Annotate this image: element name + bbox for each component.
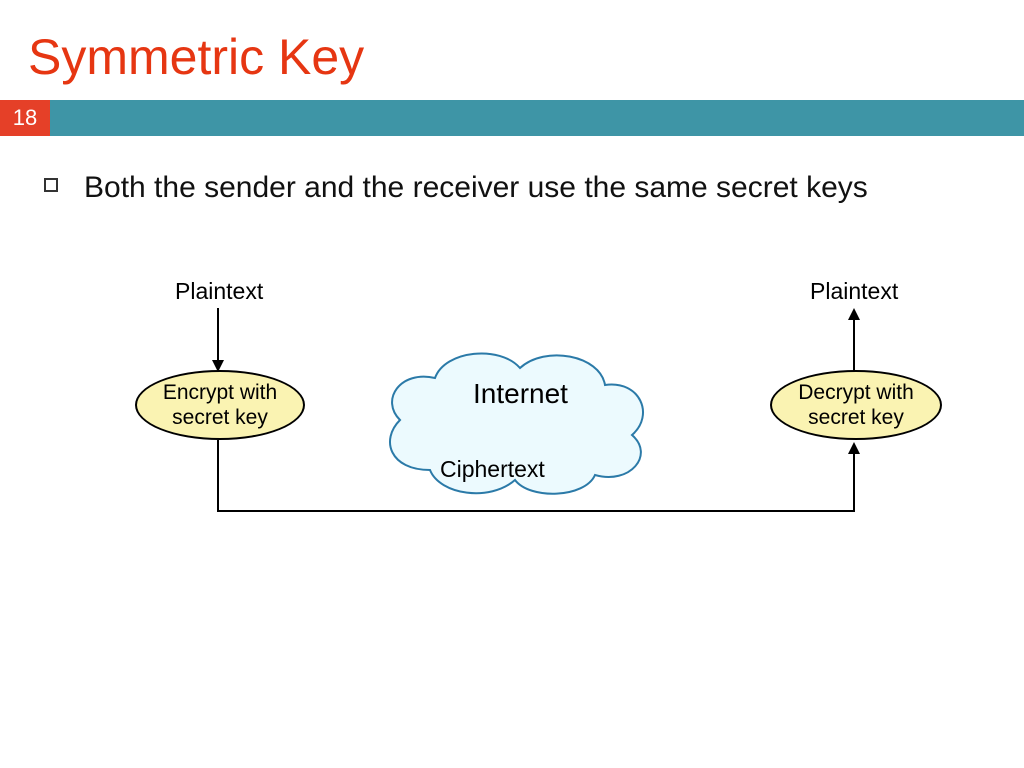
arrow-plaintext-to-encrypt — [217, 308, 219, 362]
arrow-decrypt-to-plaintext — [853, 318, 855, 372]
bullet-text: Both the sender and the receiver use the… — [84, 168, 868, 209]
encrypt-line1: Encrypt with — [163, 381, 277, 404]
path-horizontal — [217, 510, 855, 512]
decrypt-node-text: Decrypt with secret key — [798, 380, 914, 430]
slide-title: Symmetric Key — [0, 0, 1024, 100]
decrypt-node: Decrypt with secret key — [770, 370, 942, 440]
internet-label: Internet — [473, 378, 568, 410]
header-bar-fill — [50, 100, 1024, 136]
plaintext-right-label: Plaintext — [810, 278, 898, 305]
decrypt-line1: Decrypt with — [798, 381, 914, 404]
path-decrypt-up-head — [848, 442, 860, 454]
slide-number: 18 — [0, 100, 50, 136]
path-decrypt-up — [853, 452, 855, 512]
encrypt-line2: secret key — [172, 406, 268, 429]
symmetric-key-diagram: Plaintext Plaintext Internet Encrypt wit… — [0, 270, 1024, 570]
encrypt-node-text: Encrypt with secret key — [163, 380, 277, 430]
ciphertext-label: Ciphertext — [440, 456, 545, 483]
bullet-row: Both the sender and the receiver use the… — [0, 136, 1024, 209]
path-encrypt-down — [217, 440, 219, 512]
decrypt-line2: secret key — [808, 406, 904, 429]
arrow-decrypt-to-plaintext-head — [848, 308, 860, 320]
bullet-marker — [44, 178, 58, 192]
header-bar: 18 — [0, 100, 1024, 136]
plaintext-left-label: Plaintext — [175, 278, 263, 305]
encrypt-node: Encrypt with secret key — [135, 370, 305, 440]
